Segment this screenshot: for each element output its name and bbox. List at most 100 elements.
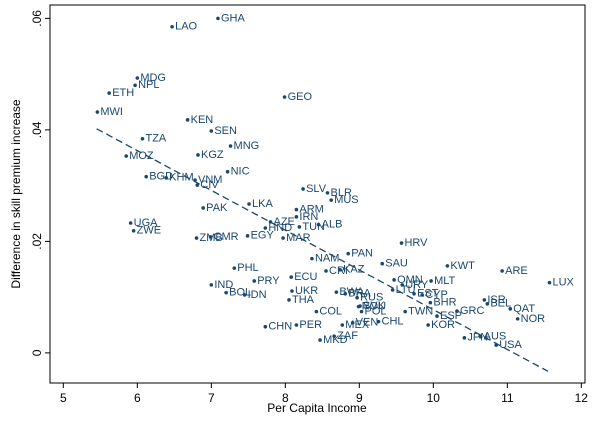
point-label: TWN: [408, 306, 433, 318]
point-label: PAK: [206, 202, 228, 214]
point: [420, 293, 425, 297]
point: [380, 261, 385, 266]
point-label: MDG: [140, 72, 166, 84]
point-label: ARE: [505, 265, 528, 277]
point-label: OMN: [397, 274, 423, 286]
point-label: ZWE: [137, 225, 161, 237]
point-label: AZE: [274, 216, 295, 228]
point-label: POL: [365, 306, 387, 318]
point-label: RUS: [360, 292, 383, 304]
point: [403, 309, 407, 314]
point: [224, 290, 228, 295]
point-label: VEN: [356, 317, 379, 329]
point: [478, 334, 483, 339]
point-label: GEO: [288, 91, 313, 103]
point: [324, 269, 328, 273]
point-label: PHL: [237, 262, 258, 274]
point: [225, 169, 230, 174]
point: [282, 95, 287, 99]
point: [376, 319, 381, 324]
point: [133, 83, 137, 88]
point-label: UKR: [295, 285, 318, 297]
point: [287, 298, 291, 302]
point-label: BRA: [348, 288, 371, 300]
x-axis-title: Per Capita Income: [267, 401, 367, 415]
point-label: CIV: [200, 179, 219, 191]
point-label: PAN: [351, 248, 373, 260]
x-tick-label: 6: [134, 391, 141, 405]
point-label: SVK: [363, 300, 386, 312]
point: [209, 129, 214, 133]
point: [131, 228, 136, 233]
point: [228, 144, 233, 148]
point-label: LUX: [552, 277, 574, 289]
point-label: TZA: [145, 133, 166, 145]
point-label: ARM: [299, 204, 323, 216]
point: [350, 320, 355, 325]
point-label: BHR: [433, 297, 456, 309]
point: [359, 309, 364, 314]
point: [334, 290, 339, 294]
point-label: GRC: [460, 305, 485, 317]
point-label: MKD: [323, 334, 348, 346]
x-tick-label: 10: [427, 391, 441, 405]
point: [164, 176, 168, 180]
point: [281, 236, 285, 240]
point-label: EST: [417, 288, 439, 300]
point-label: SLV: [306, 183, 327, 195]
point-label: LAO: [175, 21, 197, 33]
fit-line: [96, 128, 549, 372]
point-label: MWI: [100, 106, 123, 118]
point-label: BGD: [149, 171, 173, 183]
point-label: JPN: [467, 332, 488, 344]
point: [170, 24, 174, 29]
point-label: KWT: [450, 260, 475, 272]
point: [301, 187, 305, 191]
point: [399, 241, 404, 245]
point: [128, 221, 133, 225]
point-label: ESP: [440, 310, 462, 322]
point: [462, 336, 467, 340]
point: [297, 225, 302, 229]
point-label: SEN: [214, 125, 237, 137]
point: [314, 309, 319, 314]
point-label: CHN: [268, 321, 292, 333]
point-label: KGZ: [201, 149, 224, 161]
point: [242, 293, 247, 297]
point: [247, 202, 251, 206]
point-label: MAR: [286, 232, 311, 244]
point-label: THA: [292, 294, 315, 306]
point-label: QAT: [513, 303, 535, 315]
y-tick-label: .04: [30, 121, 44, 138]
point: [400, 283, 405, 287]
point: [216, 16, 220, 21]
x-tick-label: 7: [208, 391, 215, 405]
plot-frame: [49, 4, 586, 384]
point-label: PRY: [257, 275, 280, 287]
point-label: AUS: [484, 331, 507, 343]
point: [338, 268, 342, 272]
x-tick-label: 11: [501, 391, 514, 405]
point-label: MLT: [434, 275, 455, 287]
point-label: CHL: [382, 316, 404, 328]
point: [316, 222, 321, 227]
point: [245, 234, 250, 238]
point-label: ETH: [112, 87, 134, 99]
point: [343, 291, 348, 296]
point: [185, 118, 190, 122]
point: [485, 302, 490, 306]
point-label: EGY: [251, 230, 275, 242]
point-label: PER: [299, 319, 322, 331]
point: [208, 235, 213, 239]
point-label: HRV: [404, 237, 428, 249]
point: [332, 334, 336, 338]
point-label: IRN: [299, 211, 318, 223]
point-label: BEL: [490, 298, 511, 310]
point: [392, 278, 396, 282]
point: [289, 275, 294, 279]
point: [508, 307, 513, 311]
point: [426, 323, 430, 327]
point: [428, 300, 433, 305]
point: [310, 256, 314, 261]
